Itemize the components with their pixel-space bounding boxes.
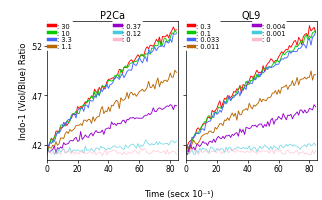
- Legend: : 0.004, : 0.001, : 0: : 0.004, : 0.001, : 0: [251, 22, 287, 45]
- Y-axis label: Indo-1 (Viol/Blue) Ratio: Indo-1 (Viol/Blue) Ratio: [19, 43, 28, 139]
- Text: Time (secx 10⁻¹): Time (secx 10⁻¹): [144, 189, 213, 198]
- Legend: : 0.37, : 0.12, : 0: : 0.37, : 0.12, : 0: [112, 22, 143, 45]
- Title: P2Ca: P2Ca: [100, 11, 125, 21]
- Title: QL9: QL9: [242, 11, 261, 21]
